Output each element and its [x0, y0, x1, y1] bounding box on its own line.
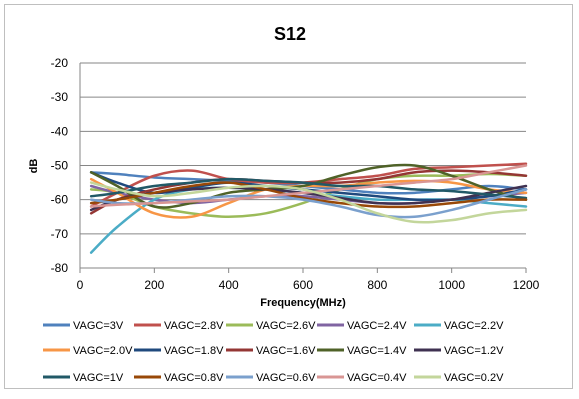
x-tick-label: 200 — [144, 278, 164, 292]
series-line-11 — [89, 177, 528, 200]
legend-label: VAGC=2.0V — [73, 345, 133, 357]
legend-label: VAGC=0.6V — [256, 372, 316, 384]
x-tick-label: 800 — [367, 278, 387, 292]
legend-label: VAGC=3V — [73, 320, 124, 332]
series-line-15 — [89, 181, 528, 224]
y-tick-label: -20 — [51, 56, 69, 70]
x-axis-label: Frequency(MHz) — [260, 297, 346, 309]
y-axis-label: dB — [28, 159, 40, 174]
series-line-14 — [89, 164, 528, 208]
legend-label: VAGC=1V — [73, 372, 124, 384]
x-tick-label: 1200 — [513, 278, 540, 292]
axis-layer — [79, 63, 527, 273]
legend-label: VAGC=0.4V — [347, 372, 407, 384]
legend-label: VAGC=1.2V — [444, 345, 504, 357]
series-line-9 — [89, 163, 528, 209]
chart-title: S12 — [274, 24, 306, 44]
x-tick-label: 1000 — [438, 278, 465, 292]
y-tick-label: -70 — [51, 227, 69, 241]
tick-layer: -80 -70 -60 -50 -40 -30 -20 0 200 400 600 800 1000 12… — [51, 56, 540, 292]
series-layer — [89, 162, 528, 254]
legend-label: VAGC=0.2V — [444, 372, 504, 384]
series-line-12 — [89, 181, 528, 209]
legend-label: VAGC=2.2V — [444, 320, 504, 332]
legend-label: VAGC=1.4V — [347, 345, 407, 357]
legend: VAGC=3V VAGC=2.8V VAGC=2.6V VAGC=2.4V VAGC=2… — [43, 320, 504, 384]
legend-label: VAGC=0.8V — [164, 372, 224, 384]
y-tick-label: -60 — [51, 193, 69, 207]
y-tick-label: -40 — [51, 124, 69, 138]
y-tick-label: -50 — [51, 159, 69, 173]
legend-label: VAGC=2.4V — [347, 320, 407, 332]
x-tick-label: 0 — [77, 278, 84, 292]
legend-label: VAGC=2.8V — [164, 320, 224, 332]
x-tick-label: 400 — [219, 278, 239, 292]
x-tick-label: 600 — [293, 278, 313, 292]
legend-label: VAGC=2.6V — [256, 320, 316, 332]
legend-label: VAGC=1.8V — [164, 345, 224, 357]
legend-label: VAGC=1.6V — [256, 345, 316, 357]
y-tick-label: -30 — [51, 90, 69, 104]
y-tick-label: -80 — [51, 261, 69, 275]
